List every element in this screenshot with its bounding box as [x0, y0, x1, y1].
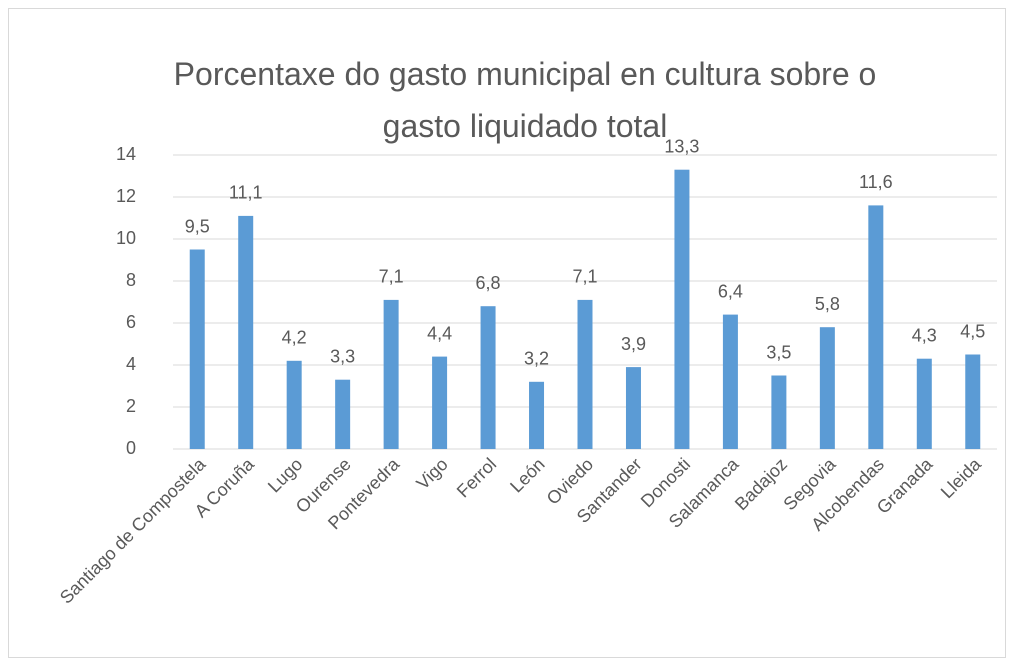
x-tick-label: Lleida	[937, 453, 986, 502]
x-tick-label: Badajoz	[731, 454, 791, 514]
bar	[868, 205, 884, 449]
x-tick-label: Lugo	[264, 454, 306, 496]
data-label: 4,4	[427, 323, 452, 343]
data-label: 11,6	[859, 172, 893, 192]
y-tick-label: 6	[126, 312, 136, 332]
bar	[335, 379, 351, 449]
y-tick-label: 0	[126, 438, 136, 458]
chart-title: Porcentaxe do gasto municipal en cultura…	[173, 56, 877, 144]
y-tick-label: 12	[116, 186, 136, 206]
bar	[674, 169, 690, 449]
data-label: 13,3	[664, 136, 699, 156]
y-tick-label: 4	[126, 354, 136, 374]
x-tick-label: Ferrol	[453, 454, 500, 501]
data-label: 4,5	[960, 321, 985, 341]
y-tick-label: 8	[126, 270, 136, 290]
data-label: 3,2	[524, 349, 549, 369]
y-tick-label: 14	[116, 144, 136, 164]
data-label: 6,4	[718, 281, 743, 301]
x-tick-label: Vigo	[412, 454, 451, 493]
y-tick-label: 10	[116, 228, 136, 248]
bar	[383, 299, 399, 449]
bar	[529, 381, 545, 449]
data-label: 11,1	[229, 183, 263, 203]
data-label: 3,3	[330, 346, 355, 366]
x-tick-label: León	[506, 454, 548, 496]
data-label: 9,5	[185, 216, 210, 236]
bar	[916, 358, 932, 449]
bar	[480, 306, 496, 449]
bar	[286, 360, 302, 449]
bar	[189, 249, 205, 449]
x-tick-label: Santiago de Compostela	[56, 453, 210, 607]
data-label: 4,3	[912, 325, 937, 345]
y-tick-label: 2	[126, 396, 136, 416]
chart-border	[8, 8, 1006, 658]
data-label: 3,5	[766, 342, 791, 362]
bar	[771, 375, 787, 449]
bar	[432, 356, 448, 449]
bar	[238, 215, 254, 449]
bar	[965, 354, 981, 449]
data-label: 7,1	[572, 267, 597, 287]
data-label: 3,9	[621, 334, 646, 354]
data-label: 4,2	[282, 328, 307, 348]
bar	[577, 299, 593, 449]
bar	[625, 367, 641, 449]
data-label: 5,8	[815, 294, 840, 314]
bar	[722, 314, 738, 449]
data-label: 7,1	[379, 267, 404, 287]
bar	[819, 327, 835, 449]
data-label: 6,8	[476, 273, 501, 293]
